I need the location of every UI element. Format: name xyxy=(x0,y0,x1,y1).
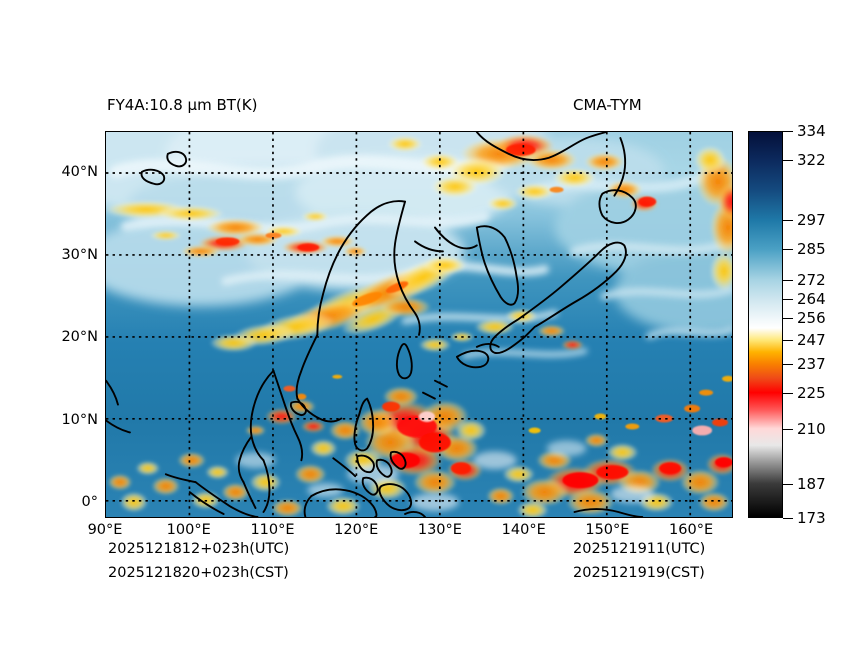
xtick-label: 140°E xyxy=(501,522,546,538)
ytick-label: 10°N xyxy=(61,411,98,428)
map-plot-area xyxy=(105,131,733,518)
caption-right-utc: 2025121911(UTC) xyxy=(573,541,706,557)
ytick-label: 40°N xyxy=(61,164,98,181)
colorbar-tick-label: 247 xyxy=(797,331,826,349)
colorbar-tick xyxy=(783,299,793,301)
colorbar-tick xyxy=(783,364,793,366)
xtick-label: 130°E xyxy=(417,522,462,538)
caption-right-cst: 2025121919(CST) xyxy=(573,565,705,581)
colorbar-tick-label: 237 xyxy=(797,355,826,374)
colorbar-tick-label: 187 xyxy=(797,475,826,494)
colorbar-tick xyxy=(783,340,793,341)
ytick-label: 0° xyxy=(81,494,98,510)
colorbar-tick-label: 225 xyxy=(797,383,826,402)
caption-left-cst: 2025121820+023h(CST) xyxy=(108,565,289,581)
colorbar-tick-label: 297 xyxy=(797,210,826,229)
colorbar-tick-label: 322 xyxy=(797,150,826,169)
caption-left-utc: 2025121812+023h(UTC) xyxy=(108,541,290,557)
colorbar-tick xyxy=(783,159,793,161)
xtick-label: 110°E xyxy=(250,522,295,538)
colorbar-tick xyxy=(783,429,793,430)
ytick-label: 20°N xyxy=(61,329,98,346)
colorbar-tick-label: 334 xyxy=(797,122,826,140)
colorbar-tick-label: 272 xyxy=(797,270,826,289)
colorbar xyxy=(748,131,783,518)
colorbar-tick-label: 264 xyxy=(797,290,826,309)
xtick-label: 150°E xyxy=(585,522,630,538)
colorbar-gradient xyxy=(749,132,782,517)
colorbar-tick xyxy=(783,248,793,250)
colorbar-tick-label: 285 xyxy=(797,239,826,258)
colorbar-tick xyxy=(783,219,793,221)
colorbar-tick xyxy=(783,484,793,486)
xtick-label: 100°E xyxy=(166,522,211,538)
colorbar-tick xyxy=(783,279,793,281)
xtick-label: 160°E xyxy=(669,522,714,538)
chart-title-left: FY4A:10.8 μm BT(K) xyxy=(107,96,258,114)
colorbar-tick xyxy=(783,318,793,320)
xtick-label: 120°E xyxy=(334,522,379,538)
colorbar-tick-label: 256 xyxy=(797,309,826,328)
chart-title-right: CMA-TYM xyxy=(573,96,642,114)
xtick-label: 90°E xyxy=(87,522,123,538)
ytick-label: 30°N xyxy=(61,246,98,263)
colorbar-tick xyxy=(783,392,793,394)
colorbar-tick xyxy=(783,518,793,519)
colorbar-tick-label: 173 xyxy=(797,509,826,527)
colorbar-tick xyxy=(783,131,793,132)
satellite-brightness-temperature-field xyxy=(106,132,732,517)
colorbar-tick-label: 210 xyxy=(797,420,826,438)
